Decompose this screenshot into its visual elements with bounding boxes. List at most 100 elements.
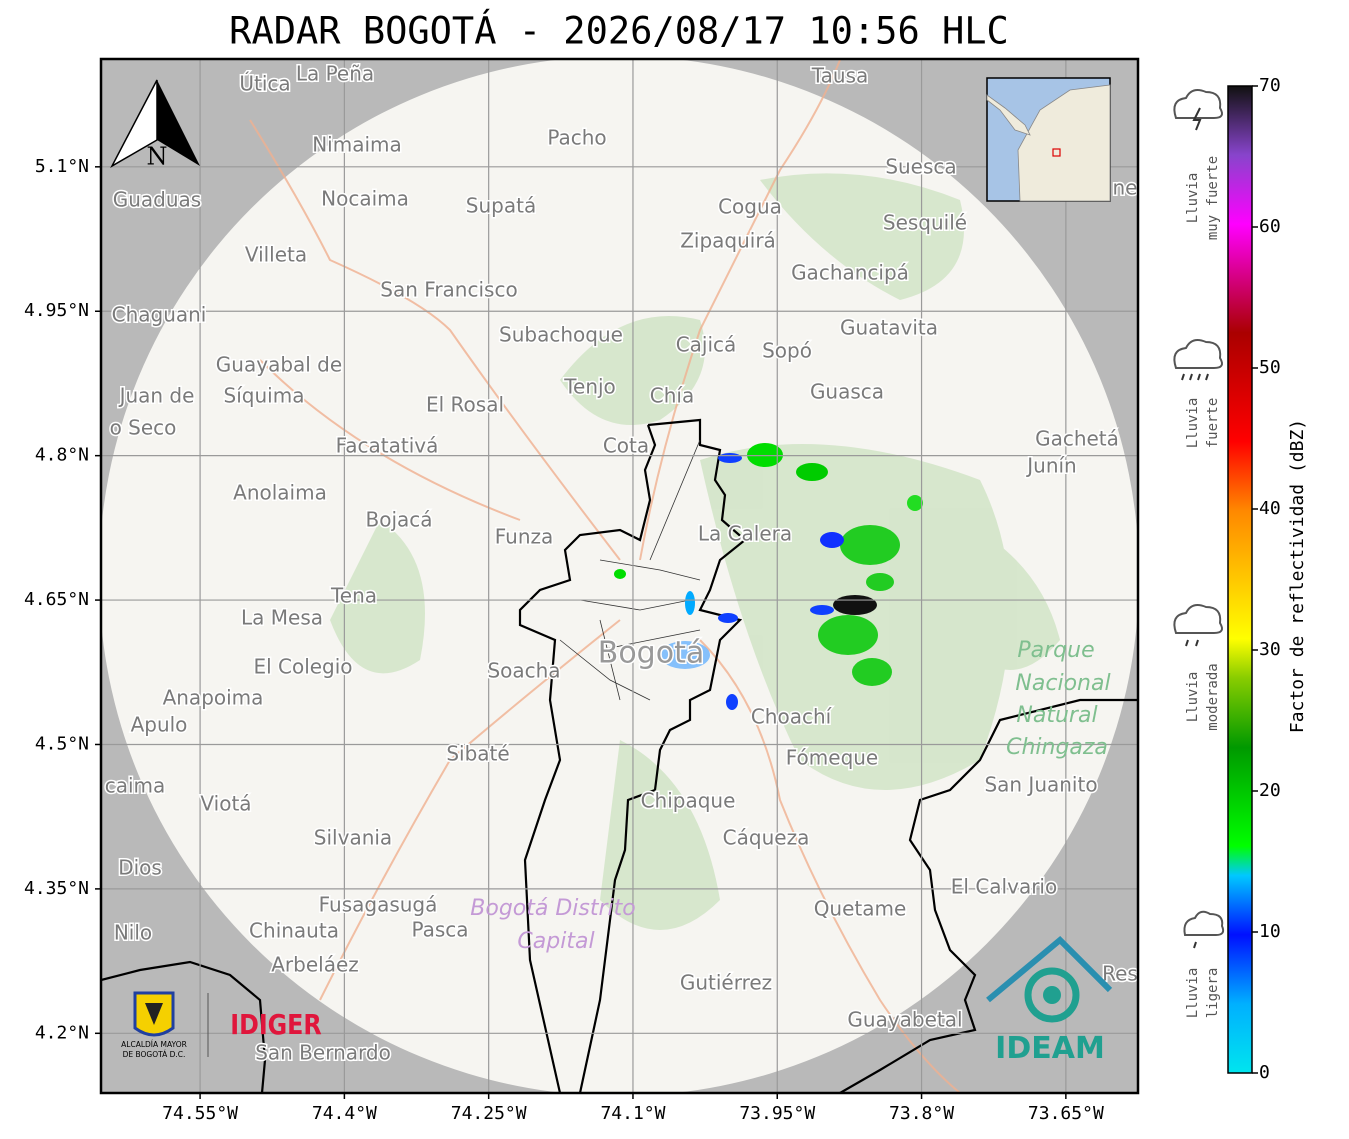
place-label: Fómeque — [786, 746, 879, 770]
place-label: Síquima — [224, 384, 305, 408]
colorbar-tick-label: 60 — [1259, 216, 1281, 237]
x-tick-label: 73.95°W — [739, 1103, 815, 1124]
place-label: Arbeláez — [271, 953, 359, 977]
colorbar-tick-label: 40 — [1259, 498, 1281, 519]
place-label: Sibaté — [446, 742, 509, 766]
place-label: Pacho — [547, 126, 606, 150]
colorbar-tick-label: 20 — [1259, 780, 1281, 801]
place-label: Útica — [239, 72, 290, 96]
north-arrow: N — [110, 79, 200, 171]
place-label: Choachí — [751, 705, 833, 729]
place-label: Pasca — [411, 918, 468, 942]
colorbar-tick-label: 70 — [1259, 75, 1281, 96]
place-label: Funza — [495, 525, 554, 549]
place-label: caima — [105, 774, 166, 798]
x-tick-label: 73.65°W — [1028, 1103, 1104, 1124]
rain-level-label: Lluvia — [1185, 173, 1201, 224]
x-tick-label: 74.1°W — [600, 1103, 665, 1124]
x-tick-label: 74.55°W — [162, 1103, 238, 1124]
place-label: Soacha — [487, 659, 560, 683]
ideam-text: IDEAM — [995, 1031, 1105, 1066]
colorbar-tick-label: 50 — [1259, 357, 1281, 378]
place-label: Fusagasugá — [319, 893, 438, 917]
district-label-line: Capital — [517, 929, 594, 954]
place-label: La Mesa — [241, 606, 323, 630]
place-label: La Peña — [296, 62, 374, 86]
capital-label: Bogotá — [598, 636, 704, 671]
place-label: Zipaquirá — [680, 229, 776, 253]
map-frame — [99, 57, 1140, 1095]
place-label: San Francisco — [380, 278, 517, 302]
park-label-line: Natural — [1016, 703, 1097, 728]
place-label: Apulo — [131, 713, 188, 737]
place-label: Suesca — [885, 155, 956, 179]
place-label: Juan de — [118, 384, 195, 408]
ideam-logo: IDEAM — [986, 935, 1113, 1066]
place-label: Junín — [1025, 454, 1076, 478]
place-label: Tenjo — [563, 375, 616, 399]
colorbar-tick-label: 10 — [1259, 921, 1281, 942]
place-label: Nocaima — [321, 187, 409, 211]
place-label: Quetame — [814, 897, 907, 921]
place-label: Tena — [330, 584, 377, 608]
place-label: Guasca — [810, 380, 884, 404]
rain-level-label: Lluvia — [1185, 968, 1201, 1019]
radar-echoes — [614, 443, 923, 710]
place-label: El Calvario — [951, 875, 1057, 899]
logo-text: DE BOGOTÁ D.C. — [123, 1050, 186, 1059]
place-label: Nilo — [114, 921, 152, 945]
place-label: Viotá — [200, 792, 251, 816]
y-tick-label: 4.2°N — [35, 1022, 89, 1043]
rain-level-label: muy fuerte — [1205, 156, 1221, 240]
park-label-line: Parque — [1017, 638, 1094, 663]
rain-icons — [1173, 89, 1225, 949]
y-tick-label: 4.95°N — [24, 300, 89, 321]
place-label: Nimaima — [312, 133, 402, 157]
colorbar-axis: 0 10 20 30 40 50 60 70 — [1252, 75, 1281, 1083]
place-label: Chaguani — [112, 303, 207, 327]
place-label: ne — [1113, 176, 1138, 200]
place-label: Cota — [603, 434, 649, 458]
place-label: Sopó — [762, 339, 812, 363]
place-label: Cáqueza — [723, 826, 810, 850]
place-label: San Juanito — [984, 773, 1097, 797]
inset-map — [986, 77, 1111, 202]
park-label-line: Nacional — [1015, 671, 1110, 696]
colorbar-tick-label: 30 — [1259, 639, 1281, 660]
place-label: San Bernardo — [255, 1041, 391, 1065]
colorbar-tick-label: 0 — [1259, 1062, 1270, 1083]
park-label-line: Chingaza — [1006, 735, 1108, 760]
place-label: Guayabetal — [847, 1008, 962, 1032]
place-label: El Rosal — [426, 393, 504, 417]
x-tick-label: 73.8°W — [889, 1103, 954, 1124]
x-tick-label: 74.4°W — [312, 1103, 377, 1124]
place-label: Tausa — [811, 64, 869, 88]
place-label: El Colegio — [253, 655, 352, 679]
place-label: Cajicá — [676, 333, 737, 357]
place-label: Guaduas — [113, 188, 201, 212]
place-label: Gachancipá — [791, 261, 909, 285]
y-tick-label: 5.1°N — [35, 156, 89, 177]
place-label: Gutiérrez — [680, 971, 772, 995]
place-label: Subachoque — [499, 323, 623, 347]
place-label: Chía — [650, 384, 694, 408]
district-label-line: Bogotá Distrito — [470, 896, 635, 921]
place-label: Anapoima — [163, 686, 264, 710]
place-label: Anolaima — [233, 481, 327, 505]
district-label: Bogotá Distrito Capital — [470, 896, 635, 954]
place-label: Res — [1102, 962, 1138, 986]
place-label: Guatavita — [840, 316, 938, 340]
axes: 74.55°W 74.4°W 74.25°W 74.1°W 73.95°W 73.8°W 7… — [24, 156, 1104, 1124]
place-label: Villeta — [245, 243, 307, 267]
roads — [249, 59, 961, 1093]
north-label: N — [147, 143, 168, 171]
map: Útica La Peña Tausa Pacho Nimaima Suesca Guadu… — [101, 59, 1138, 1093]
colorbar — [1227, 85, 1253, 1074]
localities — [559, 439, 701, 701]
place-label: Bojacá — [365, 508, 432, 532]
rain-level-label: Lluvia — [1185, 398, 1201, 449]
place-label: Chipaque — [641, 789, 736, 813]
place-label: Supatá — [466, 194, 536, 218]
boundaries — [101, 418, 1138, 1093]
